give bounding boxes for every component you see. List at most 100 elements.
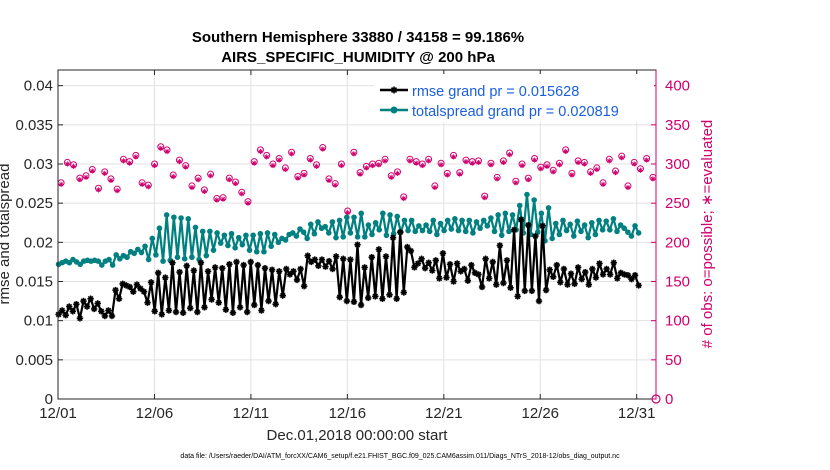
rmse-point (574, 264, 582, 271)
obs-evaluated-point (457, 171, 463, 177)
rmse-point (631, 272, 639, 279)
obs-evaluated-point-stroke (532, 157, 537, 163)
obs-evaluated-point (612, 170, 619, 176)
rmse-point-stroke (98, 308, 105, 315)
rmse-point-stroke (297, 266, 304, 272)
spread-point (462, 228, 469, 235)
y-tick-label: 0.025 (15, 195, 53, 212)
rmse-point (614, 275, 621, 282)
obs-evaluated-point-stroke (276, 157, 282, 163)
rmse-point-stroke (539, 223, 546, 229)
rmse-point-stroke (404, 244, 411, 250)
rmse-point (201, 304, 208, 311)
rmse-point-stroke (386, 291, 393, 298)
spread-point (171, 214, 177, 221)
rmse-point (169, 259, 176, 266)
spread-point (412, 228, 419, 235)
rmse-point (215, 299, 222, 306)
y-tick-label: 0.04 (24, 78, 53, 95)
rmse-point (311, 256, 318, 263)
obs-evaluated-point-stroke (233, 181, 238, 186)
spread-point (243, 232, 249, 239)
obs-evaluated-point (295, 175, 301, 181)
obs-evaluated-point (189, 184, 195, 191)
rmse-point-stroke (610, 259, 617, 266)
rmse-point-stroke (400, 289, 407, 296)
rmse-point (468, 261, 475, 269)
x-axis: 12/01 12/06 12/11 12/16 12/21 12/26 12/31 (39, 70, 655, 422)
rmse-point (325, 257, 333, 265)
rmse-point-stroke (148, 279, 154, 286)
rmse-point (589, 265, 596, 273)
legend-spread-marker (390, 106, 398, 114)
spread-point (394, 213, 401, 220)
rmse-point (357, 301, 365, 309)
obs-evaluated-point (606, 158, 612, 164)
spread-point (484, 223, 491, 229)
obs-evaluated-point-stroke (171, 174, 176, 179)
obs-evaluated-point (587, 170, 594, 176)
rmse-point (393, 295, 400, 302)
rmse-point (197, 259, 205, 266)
rmse-point (496, 242, 504, 249)
spread-point (452, 216, 458, 222)
spread-point (311, 230, 318, 237)
x-tick-label: 12/16 (329, 405, 367, 422)
spread-point (264, 230, 271, 236)
rmse-point (283, 265, 290, 273)
obs-evaluated-point (376, 162, 382, 168)
rmse-point-stroke (376, 246, 382, 253)
obs-evaluated-point-stroke (183, 164, 188, 170)
rmse-point (73, 301, 80, 308)
rmse-point (219, 264, 226, 272)
rmse-point-stroke (443, 274, 450, 281)
spread-point (178, 215, 184, 221)
rmse-point (546, 266, 553, 273)
obs-evaluated-point (164, 148, 170, 155)
spread-point (185, 216, 192, 222)
rmse-point-stroke (308, 259, 315, 265)
spread-point (444, 217, 451, 224)
spread-point (477, 225, 483, 232)
rmse-point-stroke (272, 301, 279, 308)
rmse-point-stroke (618, 270, 624, 276)
rmse-point (553, 261, 560, 269)
rmse-point (261, 264, 269, 272)
rmse-point-stroke (180, 310, 186, 316)
obs-evaluated-point (438, 162, 444, 168)
obs-evaluated-point-stroke (470, 161, 475, 166)
rmse-point-stroke (521, 288, 528, 294)
rmse-point (243, 308, 251, 316)
obs-evaluated-point (444, 172, 450, 178)
spread-point (578, 228, 584, 235)
spread-point (307, 221, 314, 228)
spread-point (228, 230, 235, 237)
spread-point (380, 210, 386, 217)
obs-evaluated-point (220, 196, 226, 202)
spread-point (268, 243, 274, 250)
rmse-point-stroke (94, 300, 101, 307)
y2-tick-label: 400 (665, 78, 690, 95)
rmse-point (179, 309, 187, 317)
rmse-point-stroke (464, 277, 471, 284)
rmse-point (254, 261, 262, 269)
rmse-point-stroke (543, 287, 549, 293)
obs-evaluated-point-stroke (71, 164, 76, 169)
x-tick-label: 12/31 (618, 405, 656, 422)
rmse-point (76, 315, 84, 322)
rmse-point-stroke (322, 263, 329, 270)
spread-point (124, 254, 130, 261)
obs-evaluated-point-stroke (575, 160, 581, 165)
rmse-point-stroke (557, 279, 564, 286)
legend-box (374, 74, 654, 122)
rmse-point-stroke (532, 233, 539, 239)
obs-evaluated-point (95, 187, 102, 193)
rmse-point (80, 297, 87, 305)
obs-evaluated-point-stroke (133, 154, 139, 160)
rmse-point (158, 311, 165, 318)
rmse-point-stroke (162, 274, 169, 281)
obs-evaluated-point (114, 188, 120, 194)
obs-evaluated-point (544, 163, 550, 169)
rmse-point (233, 258, 240, 266)
rmse-point (240, 261, 247, 269)
